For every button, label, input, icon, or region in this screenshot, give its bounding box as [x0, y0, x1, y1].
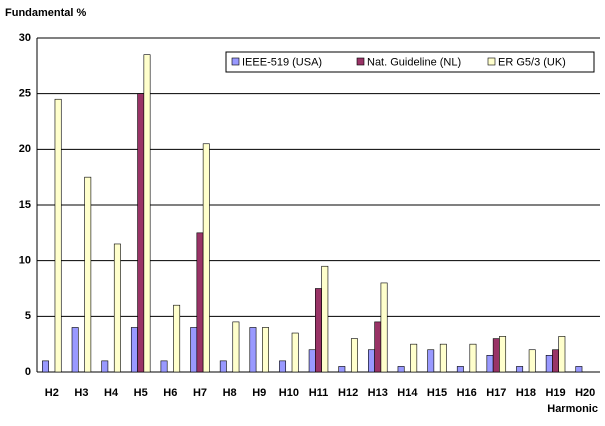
legend-swatch: [231, 57, 240, 66]
bar: [456, 366, 464, 373]
legend-label: IEEE-519 (USA): [242, 56, 322, 68]
x-tick-label: H3: [74, 387, 88, 399]
x-tick-label: H13: [368, 387, 388, 399]
x-tick-label: H7: [193, 387, 207, 399]
bar: [486, 354, 494, 373]
bar: [575, 366, 583, 373]
y-tick-label: 0: [25, 366, 31, 378]
legend-label: ER G5/3 (UK): [498, 56, 566, 68]
bar: [249, 327, 257, 373]
bar: [130, 327, 138, 373]
bar: [368, 349, 375, 373]
y-tick-label: 25: [19, 88, 31, 100]
bar: [308, 349, 316, 373]
bar: [160, 360, 168, 373]
bar: [427, 349, 435, 373]
bar: [196, 232, 204, 373]
x-tick-label: H9: [252, 387, 266, 399]
bar: [42, 360, 49, 373]
bar: [558, 336, 566, 373]
x-tick-label: H11: [309, 387, 329, 399]
legend-swatch: [487, 57, 496, 66]
x-tick-label: H8: [223, 387, 237, 399]
x-tick-label: H5: [134, 387, 148, 399]
bar: [321, 265, 329, 373]
y-tick-label: 20: [19, 143, 31, 155]
bar: [469, 343, 477, 373]
bar: [190, 327, 198, 373]
x-tick-label: H2: [45, 387, 59, 399]
x-tick-label: H20: [575, 387, 595, 399]
bar: [202, 143, 210, 373]
bar: [143, 54, 151, 373]
bar: [315, 288, 322, 373]
legend-box: [225, 51, 595, 73]
bar: [262, 327, 269, 373]
bar: [54, 98, 62, 373]
y-tick-label: 10: [19, 255, 31, 267]
bar: [374, 321, 382, 373]
y-tick-label: 30: [19, 32, 31, 44]
bar: [173, 304, 181, 373]
bar: [516, 366, 524, 373]
bar: [113, 243, 121, 373]
bar: [499, 336, 507, 373]
bar: [439, 343, 447, 373]
bar: [232, 321, 240, 373]
x-tick-label: H17: [486, 387, 506, 399]
bar: [291, 332, 299, 373]
bar: [545, 354, 553, 373]
bar: [219, 360, 227, 373]
bar: [137, 93, 145, 373]
x-tick-label: H6: [163, 387, 177, 399]
x-tick-label: H19: [545, 387, 565, 399]
bar: [410, 343, 418, 373]
bar: [380, 282, 388, 373]
bar: [71, 327, 79, 373]
bar: [350, 338, 358, 373]
y-tick-label: 15: [19, 199, 31, 211]
x-tick-label: H18: [516, 387, 536, 399]
y-tick-label: 5: [25, 310, 31, 322]
x-tick-label: H14: [397, 387, 418, 399]
x-tick-label: H15: [427, 387, 447, 399]
bar: [552, 349, 560, 373]
legend-label: Nat. Guideline (NL): [367, 56, 461, 68]
bar: [492, 338, 500, 373]
legend-swatch: [356, 57, 365, 66]
bar: [101, 360, 109, 373]
bar: [338, 366, 346, 373]
x-tick-label: H16: [457, 387, 477, 399]
y-axis-label: Fundamental %: [5, 7, 87, 19]
bar: [279, 360, 287, 373]
x-tick-label: H4: [104, 387, 119, 399]
bar: [528, 349, 536, 373]
x-tick-label: H10: [279, 387, 299, 399]
x-axis-label: Harmonic: [547, 403, 598, 415]
x-tick-label: H12: [338, 387, 358, 399]
bar: [397, 366, 405, 373]
bar: [84, 176, 92, 373]
